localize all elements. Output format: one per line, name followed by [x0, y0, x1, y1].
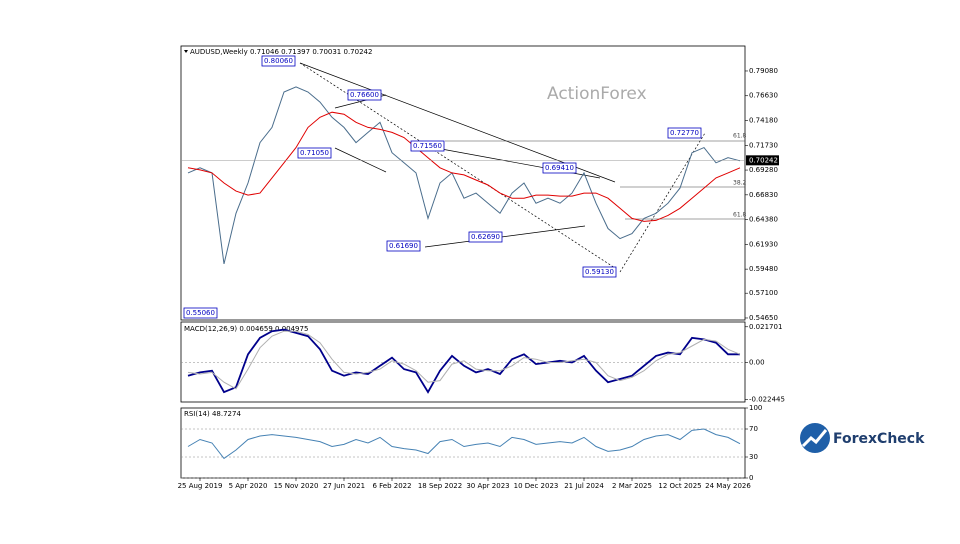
y-tick-label: 0.021701 — [749, 323, 782, 331]
fib-label: 61.8 — [733, 133, 747, 140]
y-tick-label: -0.022445 — [749, 395, 785, 403]
trend-line — [334, 147, 387, 173]
y-tick-label: 0.69280 — [749, 166, 778, 174]
x-tick-label: 25 Aug 2019 — [178, 482, 223, 490]
y-tick-label: 0.74180 — [749, 117, 778, 125]
trend-line — [619, 132, 706, 273]
annotation-box — [386, 240, 421, 252]
y-tick-label: 0.57100 — [749, 289, 778, 297]
annotation-box — [261, 55, 296, 67]
logo-arrow — [801, 429, 828, 448]
annotation: 0.59130 — [585, 268, 614, 276]
annotation-box — [297, 147, 332, 159]
annotation-box — [667, 127, 702, 139]
annotation-box — [468, 231, 503, 243]
annotation-box — [183, 307, 218, 319]
x-tick-label: 5 Apr 2020 — [229, 482, 268, 490]
macd-title: MACD(12,26,9) 0.004659 0.004975 — [184, 325, 308, 333]
chart-title: AUDUSD,Weekly 0.71046 0.71397 0.70031 0.… — [190, 48, 372, 56]
last-price-label: 0.70242 — [749, 156, 778, 164]
series-line — [187, 86, 741, 265]
annotation-box — [410, 140, 445, 152]
x-tick-label: 21 Jul 2024 — [564, 482, 604, 490]
annotation: 0.62690 — [471, 233, 500, 241]
watermark: ActionForex — [547, 84, 647, 104]
series-line — [187, 328, 740, 394]
annotation: 0.71560 — [413, 142, 442, 150]
series-line — [187, 428, 741, 460]
annotation: 0.61690 — [389, 242, 418, 250]
y-tick-label: 0 — [749, 474, 753, 482]
trend-line — [424, 225, 586, 248]
annotation-box — [582, 266, 617, 278]
x-tick-label: 27 Jun 2021 — [323, 482, 365, 490]
annotation: 0.71050 — [300, 149, 329, 157]
annotation: 0.76600 — [350, 91, 379, 99]
y-tick-label: 0.59480 — [749, 265, 778, 273]
x-tick-label: 18 Sep 2022 — [418, 482, 462, 490]
fib-label: 38.2 — [733, 180, 747, 187]
annotation: 0.55060 — [186, 309, 215, 317]
y-tick-label: 0.76630 — [749, 92, 778, 100]
series-line — [187, 111, 741, 222]
x-tick-label: 15 Nov 2020 — [274, 482, 319, 490]
annotation-box — [347, 89, 382, 101]
y-tick-label: 0.00 — [749, 358, 765, 366]
y-tick-label: 0.54650 — [749, 314, 778, 322]
series-line — [187, 330, 741, 390]
rsi-panel — [180, 407, 746, 479]
x-tick-label: 12 Oct 2025 — [658, 482, 701, 490]
annotation: 0.72770 — [670, 129, 699, 137]
y-tick-label: 100 — [749, 404, 762, 412]
macd-panel — [180, 321, 746, 403]
annotation-box — [542, 162, 577, 174]
y-tick-label: 0.79080 — [749, 67, 778, 75]
y-tick-label: 30 — [749, 453, 758, 461]
y-tick-label: 0.66830 — [749, 191, 778, 199]
logo-text: ForexCheck — [833, 431, 925, 447]
annotation: 0.69410 — [545, 164, 574, 172]
x-tick-label: 6 Feb 2022 — [372, 482, 411, 490]
trend-line — [299, 62, 616, 183]
x-tick-label: 2 Mar 2025 — [612, 482, 652, 490]
y-tick-label: 0.61930 — [749, 240, 778, 248]
logo: ForexCheck — [800, 423, 925, 453]
fib-label: 61.8 — [733, 212, 747, 219]
x-tick-label: 30 Apr 2023 — [466, 482, 509, 490]
menu-arrow — [184, 50, 188, 53]
y-tick-label: 70 — [749, 425, 758, 433]
x-tick-label: 24 May 2026 — [705, 482, 751, 490]
trend-line — [299, 62, 616, 269]
x-tick-label: 10 Dec 2023 — [514, 482, 559, 490]
y-tick-label: 0.64380 — [749, 216, 778, 224]
annotation: 0.80060 — [264, 57, 293, 65]
rsi-title: RSI(14) 48.7274 — [184, 410, 241, 418]
logo-icon — [800, 423, 830, 453]
y-tick-label: 0.71730 — [749, 141, 778, 149]
last-price-box — [746, 155, 779, 166]
main-panel — [180, 45, 746, 321]
